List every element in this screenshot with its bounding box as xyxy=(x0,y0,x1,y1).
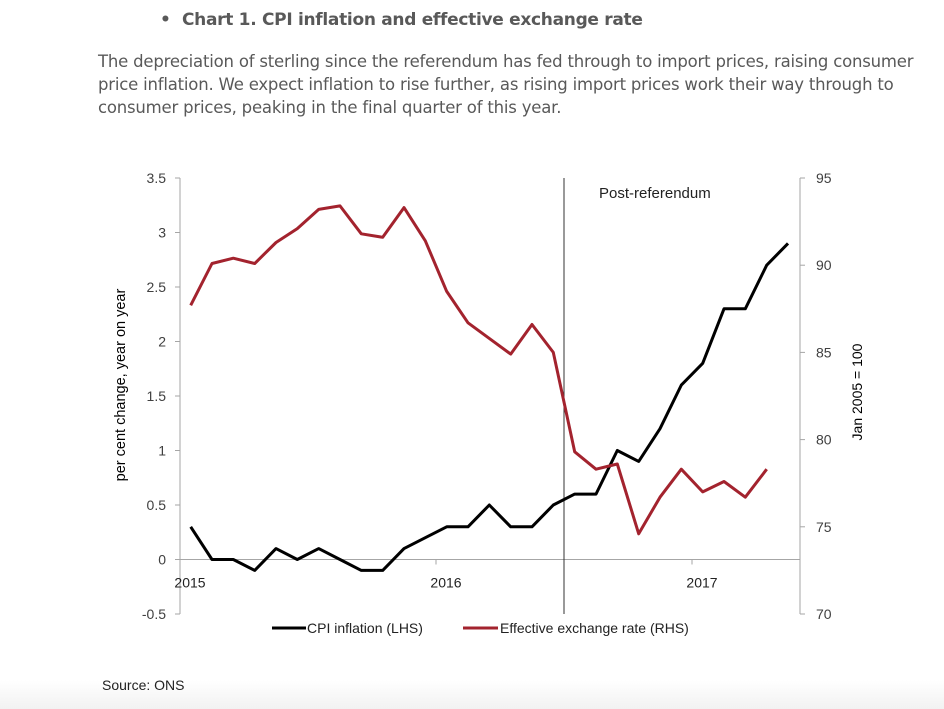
description-paragraph: The depreciation of sterling since the r… xyxy=(98,52,914,117)
chart-heading: • Chart 1. CPI inflation and effective ex… xyxy=(160,10,643,30)
left-axis-tick-label: 0.5 xyxy=(147,497,167,513)
annotation-post-referendum: Post-referendum xyxy=(599,185,711,202)
x-axis-tick-label: 2016 xyxy=(430,575,461,591)
right-axis-tick-label: 95 xyxy=(816,170,832,186)
left-axis-title: per cent change, year on year xyxy=(113,289,129,482)
bullet: • xyxy=(160,10,171,30)
x-axis-tick-label: 2015 xyxy=(174,575,205,591)
legend-label-cpi: CPI inflation (LHS) xyxy=(307,620,423,636)
left-axis-tick-label: 3.5 xyxy=(147,170,167,186)
source-note: Source: ONS xyxy=(102,677,185,693)
axes: -0.5 0 0.5 1 1.5 2 2.5 3 3.5 70 75 80 85 90 95 2015 2016… xyxy=(142,170,832,622)
left-axis-tick-label: 2.5 xyxy=(147,279,167,295)
chart-heading-title: Chart 1. CPI inflation and effective exc… xyxy=(182,10,643,30)
right-axis-tick-label: 80 xyxy=(816,432,832,448)
left-axis-tick-label: 2 xyxy=(158,334,166,350)
left-axis-tick-label: 1 xyxy=(158,443,166,459)
cpi-inflation-line xyxy=(189,242,790,572)
right-axis-tick-label: 75 xyxy=(816,519,832,535)
legend: CPI inflation (LHS) Effective exchange r… xyxy=(272,620,689,636)
legend-label-eer: Effective exchange rate (RHS) xyxy=(500,620,689,636)
left-axis-tick-label: 1.5 xyxy=(147,388,167,404)
left-axis-tick-label: 3 xyxy=(158,225,166,241)
right-axis-tick-label: 70 xyxy=(816,606,832,622)
right-axis-title: Jan 2005 = 100 xyxy=(849,343,865,440)
x-axis-tick-label: 2017 xyxy=(686,575,717,591)
effective-exchange-rate-line xyxy=(189,204,768,536)
series-lines xyxy=(189,204,790,572)
right-axis-tick-label: 90 xyxy=(816,257,832,273)
right-axis-tick-label: 85 xyxy=(816,344,832,360)
left-axis-tick-label: 0 xyxy=(158,552,166,568)
left-axis-tick-label: -0.5 xyxy=(142,606,166,622)
